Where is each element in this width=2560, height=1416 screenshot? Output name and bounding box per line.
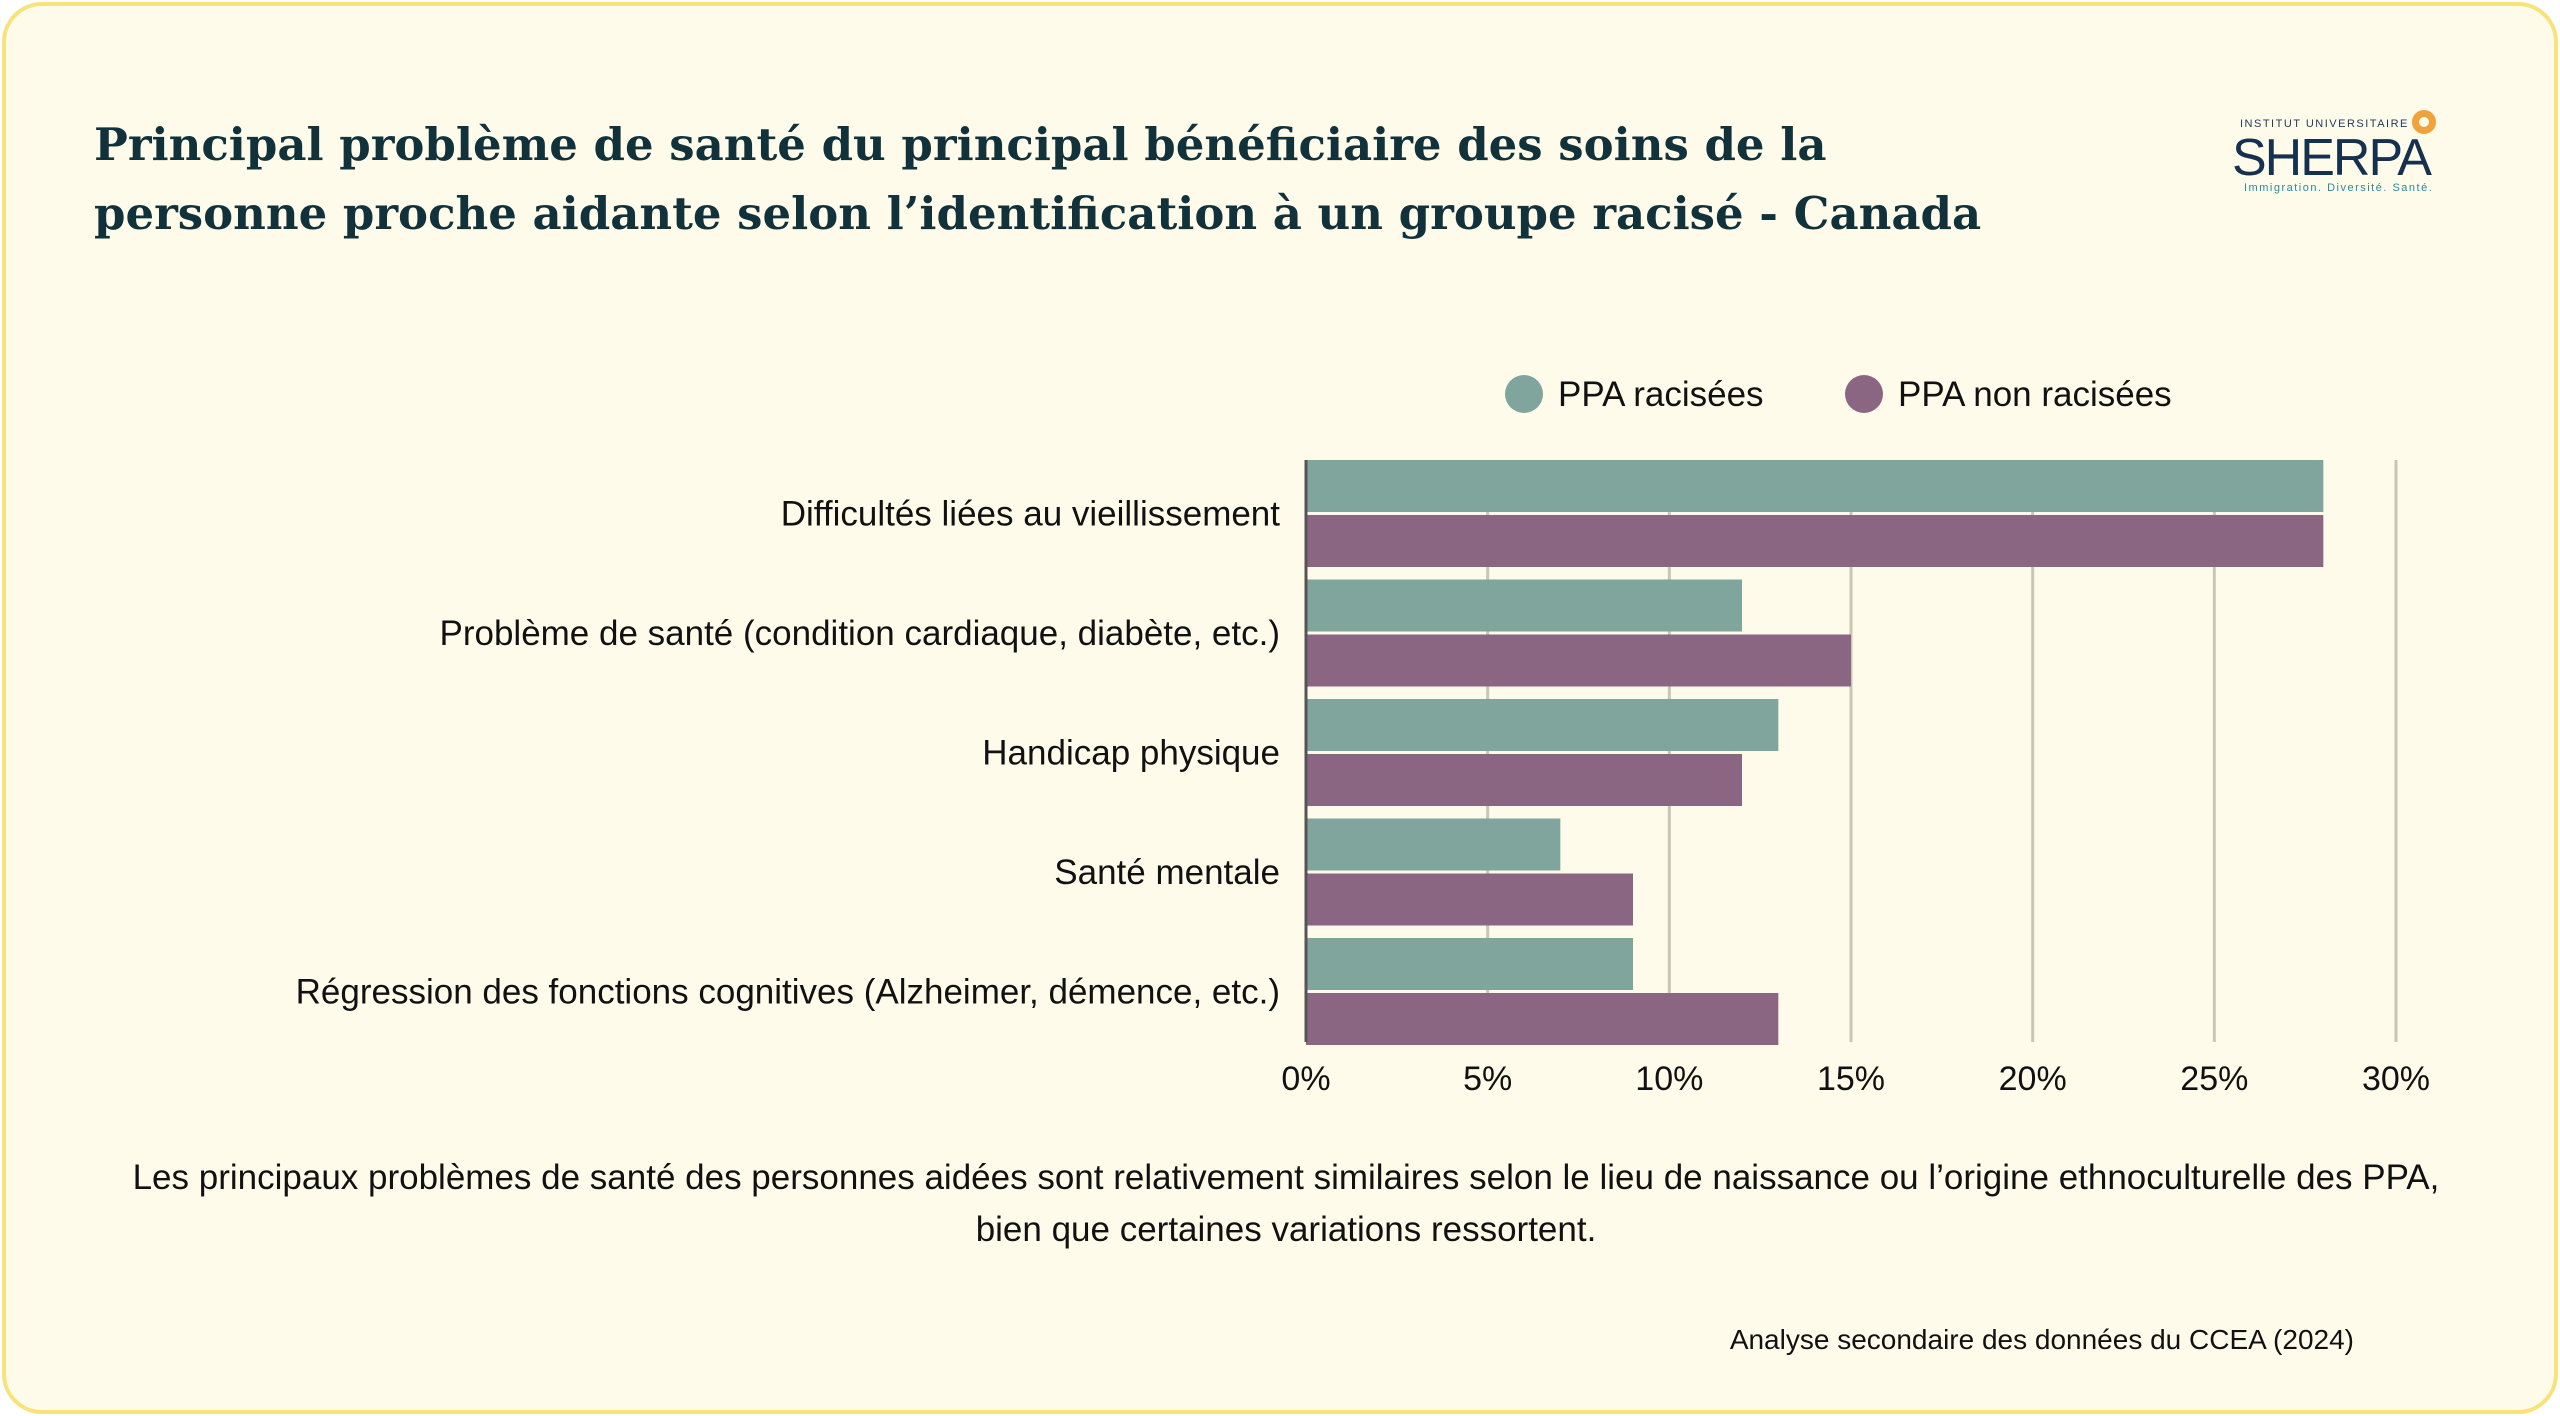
bar-chart: Difficultés liées au vieillissement Probl…: [296, 375, 2430, 1098]
category-label: Handicap physique: [982, 734, 1280, 773]
bar: [1306, 993, 1779, 1045]
bar: [1306, 873, 1633, 926]
bar: [1306, 938, 1633, 990]
legend-marker: [1845, 375, 1883, 413]
data-source: Analyse secondaire des données du CCEA (…: [1729, 1324, 2354, 1355]
logo-sub-text: Immigration. Diversité. Santé.: [2244, 182, 2434, 194]
x-tick-label: 15%: [1817, 1060, 1885, 1098]
x-tick-label: 0%: [1281, 1060, 1330, 1098]
bar: [1306, 460, 2324, 512]
x-tick-label: 5%: [1463, 1060, 1512, 1098]
legend-label: PPA non racisées: [1898, 375, 2172, 414]
legend-label: PPA racisées: [1558, 375, 1764, 414]
bar: [1306, 818, 1561, 871]
x-tick-label: 30%: [2362, 1060, 2430, 1098]
x-tick-label: 10%: [1635, 1060, 1703, 1098]
category-label: Régression des fonctions cognitives (Alz…: [296, 973, 1280, 1012]
category-label: Santé mentale: [1054, 853, 1280, 892]
logo-top-text: INSTITUT UNIVERSITAIRE: [2240, 118, 2409, 130]
chart-caption: Les principaux problèmes de santé des pe…: [132, 1158, 2440, 1249]
logo-ring-icon: [2412, 110, 2436, 134]
logo-main-text: SHERPA: [2232, 129, 2432, 187]
sherpa-logo: INSTITUT UNIVERSITAIRE SHERPA Immigratio…: [2232, 110, 2452, 200]
chart-title: Principal problème de santé du principal…: [94, 118, 1982, 240]
legend-marker: [1505, 375, 1543, 413]
x-tick-label: 20%: [1999, 1060, 2067, 1098]
x-tick-label: 25%: [2180, 1060, 2248, 1098]
bar: [1306, 634, 1851, 687]
bar: [1306, 754, 1742, 806]
category-label: Problème de santé (condition cardiaque, …: [439, 614, 1280, 653]
bar: [1306, 579, 1742, 632]
bar: [1306, 699, 1779, 751]
bar: [1306, 515, 2324, 567]
category-label: Difficultés liées au vieillissement: [781, 495, 1281, 534]
